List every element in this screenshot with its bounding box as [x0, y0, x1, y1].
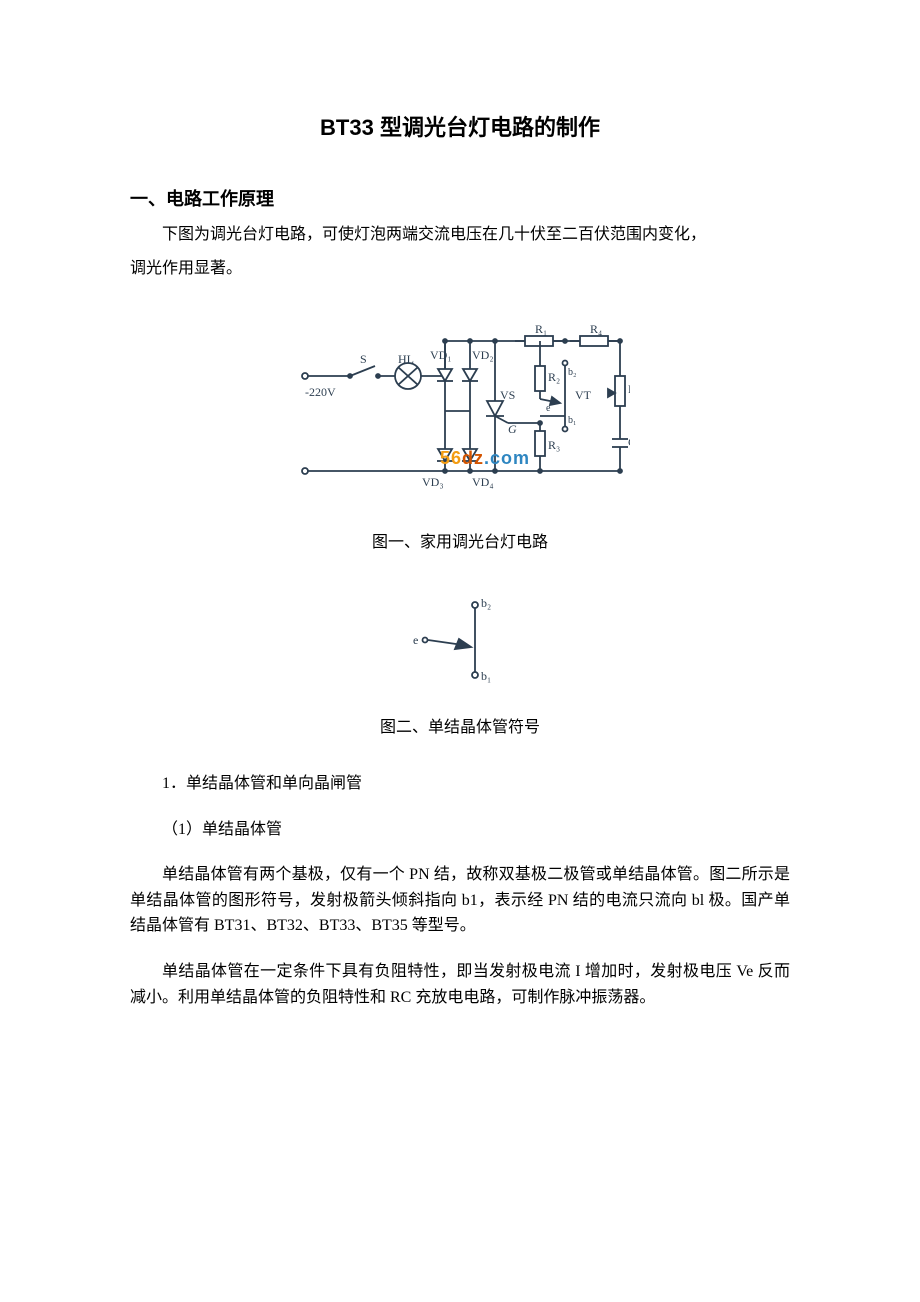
watermark-part2: dz [462, 448, 484, 468]
watermark-part3: .com [484, 448, 530, 468]
figure-1-block: S HL -220V VD₁ VD₂ VD₃ VD₄ R₁ R₄ R₂ R₃ R… [130, 321, 790, 500]
section-1-intro-line2: 调光作用显著。 [130, 256, 790, 282]
section-1-heading: 一、电路工作原理 [130, 185, 790, 214]
ujt-symbol-svg: e b₂ b₁ [405, 595, 515, 685]
label-VS: VS [500, 388, 515, 402]
label-HL: HL [398, 352, 414, 366]
label-b1: b₁ [568, 415, 577, 426]
label-b2: b₂ [568, 367, 577, 378]
circuit-diagram-figure1: S HL -220V VD₁ VD₂ VD₃ VD₄ R₁ R₄ R₂ R₃ R… [290, 321, 630, 491]
label-S: S [360, 352, 367, 366]
ujt-label-b2: b₂ [481, 596, 491, 610]
label-VD3: VD₃ [422, 475, 444, 489]
subsubsection-1-heading: （1）单结晶体管 [130, 817, 790, 843]
label-VD2: VD₂ [472, 348, 494, 362]
label-G: G [508, 422, 517, 436]
section-1-intro-line1: 下图为调光台灯电路，可使灯泡两端交流电压在几十伏至二百伏范围内变化， [130, 222, 790, 248]
document-title: BT33 型调光台灯电路的制作 [130, 110, 790, 145]
ujt-label-b1: b₁ [481, 669, 491, 683]
label-R1: R₁ [535, 322, 547, 336]
label-voltage: -220V [305, 385, 336, 399]
ujt-label-e: e [413, 633, 418, 647]
watermark-part1: 56 [440, 448, 462, 468]
label-Rp: Rp [628, 382, 630, 396]
figure-2-block: e b₂ b₁ [130, 595, 790, 685]
label-VD1: VD₁ [430, 348, 452, 362]
subsection-1-para2: 单结晶体管在一定条件下具有负阻特性，即当发射极电流 I 增加时，发射极电压 Ve… [130, 959, 790, 1010]
subsection-1-para1: 单结晶体管有两个基极，仅有一个 PN 结，故称双基极二极管或单结晶体管。图二所示… [130, 862, 790, 939]
figure-2-caption: 图二、单结晶体管符号 [130, 715, 790, 741]
figure-1-caption: 图一、家用调光台灯电路 [130, 530, 790, 556]
label-R3: R₃ [548, 438, 560, 452]
label-R2: R₂ [548, 370, 560, 384]
label-e: e [546, 403, 551, 414]
label-R4: R₄ [590, 322, 602, 336]
label-C: C [628, 435, 630, 449]
subsection-1-heading: 1．单结晶体管和单向晶闸管 [130, 771, 790, 797]
label-VT: VT [575, 388, 592, 402]
label-VD4: VD₄ [472, 475, 494, 489]
watermark: 56dz.com [440, 444, 530, 473]
